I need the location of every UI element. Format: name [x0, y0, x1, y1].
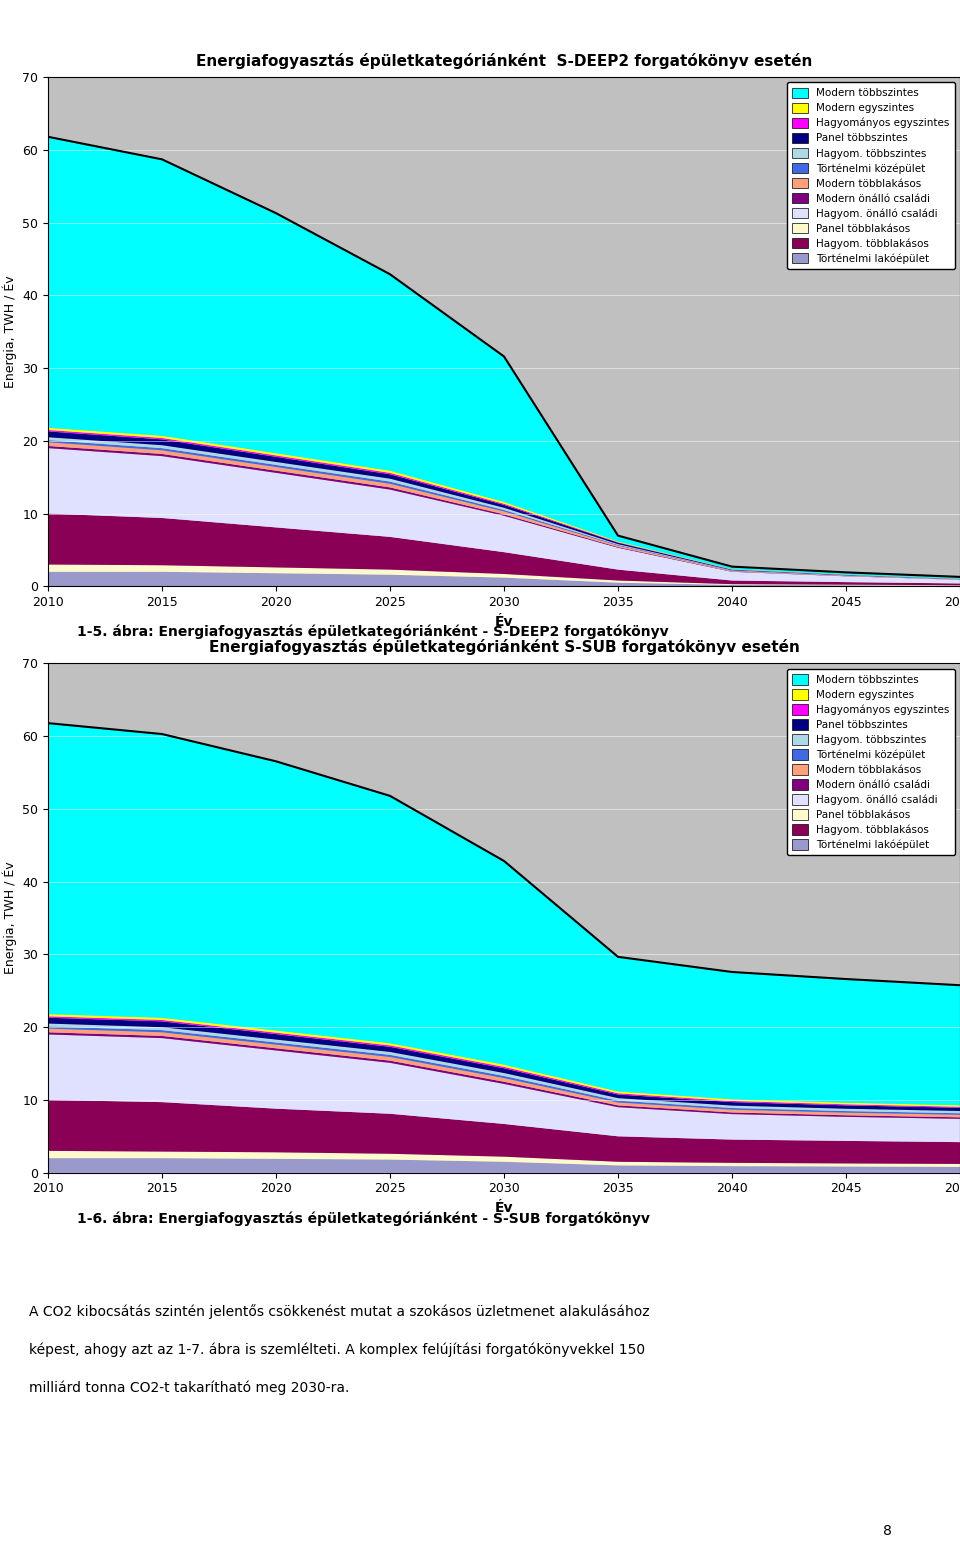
- X-axis label: Év: Év: [494, 1200, 514, 1214]
- Text: képest, ahogy azt az 1-7. ábra is szemlélteti. A komplex felújítási forgatókönyv: képest, ahogy azt az 1-7. ábra is szemlé…: [29, 1342, 645, 1356]
- Legend: Modern többszintes, Modern egyszintes, Hagyományos egyszintes, Panel többszintes: Modern többszintes, Modern egyszintes, H…: [787, 668, 955, 855]
- X-axis label: Év: Év: [494, 614, 514, 628]
- Text: milliárd tonna CO2-t takarítható meg 2030-ra.: milliárd tonna CO2-t takarítható meg 203…: [29, 1381, 349, 1395]
- Y-axis label: Energia, TWH / Év: Energia, TWH / Év: [2, 276, 16, 387]
- Text: A CO2 kibocsátás szintén jelentős csökkenést mutat a szokásos üzletmenet alakulá: A CO2 kibocsátás szintén jelentős csökke…: [29, 1304, 649, 1319]
- Text: 8: 8: [883, 1524, 892, 1538]
- Title: Energiafogyasztás épületkategóriánként S-SUB forgatókönyv esetén: Energiafogyasztás épületkategóriánként S…: [208, 639, 800, 656]
- Text: 1-6. ábra: Energiafogyasztás épületkategóriánként - S-SUB forgatókönyv: 1-6. ábra: Energiafogyasztás épületkateg…: [77, 1211, 650, 1225]
- Legend: Modern többszintes, Modern egyszintes, Hagyományos egyszintes, Panel többszintes: Modern többszintes, Modern egyszintes, H…: [787, 82, 955, 268]
- Title: Energiafogyasztás épületkategóriánként  S-DEEP2 forgatókönyv esetén: Energiafogyasztás épületkategóriánként S…: [196, 52, 812, 69]
- Text: 1-5. ábra: Energiafogyasztás épületkategóriánként - S-DEEP2 forgatókönyv: 1-5. ábra: Energiafogyasztás épületkateg…: [77, 625, 668, 639]
- Y-axis label: Energia, TWH / Év: Energia, TWH / Év: [2, 863, 16, 974]
